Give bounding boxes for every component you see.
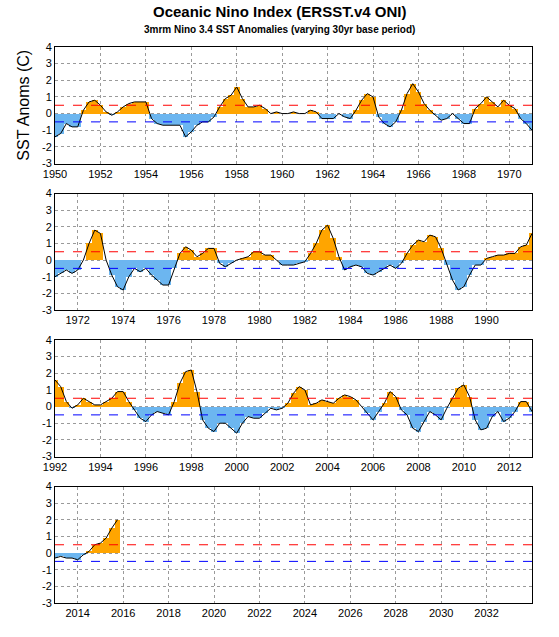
- svg-text:2020: 2020: [202, 607, 226, 619]
- svg-text:0: 0: [46, 107, 52, 119]
- svg-text:2018: 2018: [156, 607, 180, 619]
- svg-text:1998: 1998: [179, 461, 203, 473]
- svg-text:1976: 1976: [156, 314, 180, 326]
- svg-text:1964: 1964: [361, 168, 385, 180]
- svg-text:2024: 2024: [293, 607, 317, 619]
- svg-text:Oceanic Nino Index (ERSST.v4 O: Oceanic Nino Index (ERSST.v4 ONI): [153, 3, 406, 20]
- svg-text:2000: 2000: [224, 461, 248, 473]
- svg-text:-2: -2: [42, 141, 52, 153]
- svg-text:-3: -3: [42, 304, 52, 316]
- svg-text:2002: 2002: [270, 461, 294, 473]
- svg-text:2: 2: [46, 514, 52, 526]
- svg-text:3: 3: [46, 204, 52, 216]
- svg-text:4: 4: [46, 187, 52, 199]
- svg-text:3: 3: [46, 57, 52, 69]
- svg-text:1978: 1978: [202, 314, 226, 326]
- svg-text:-2: -2: [42, 287, 52, 299]
- svg-text:4: 4: [46, 41, 52, 53]
- svg-text:3: 3: [46, 497, 52, 509]
- svg-text:2004: 2004: [315, 461, 339, 473]
- svg-text:-2: -2: [42, 434, 52, 446]
- svg-text:-1: -1: [42, 271, 52, 283]
- svg-text:2: 2: [46, 367, 52, 379]
- svg-text:1986: 1986: [383, 314, 407, 326]
- svg-text:1982: 1982: [293, 314, 317, 326]
- svg-text:-3: -3: [42, 450, 52, 462]
- svg-text:2022: 2022: [247, 607, 271, 619]
- svg-text:0: 0: [46, 254, 52, 266]
- svg-text:0: 0: [46, 547, 52, 559]
- svg-text:3: 3: [46, 350, 52, 362]
- svg-text:2014: 2014: [65, 607, 89, 619]
- svg-text:-1: -1: [42, 417, 52, 429]
- svg-text:1994: 1994: [88, 461, 112, 473]
- svg-text:2032: 2032: [474, 607, 498, 619]
- svg-text:1968: 1968: [452, 168, 476, 180]
- svg-text:1960: 1960: [270, 168, 294, 180]
- svg-text:-3: -3: [42, 157, 52, 169]
- svg-text:-2: -2: [42, 580, 52, 592]
- svg-text:3mrm Nino 3.4 SST Anomalies (v: 3mrm Nino 3.4 SST Anomalies (varying 30y…: [144, 24, 415, 35]
- svg-text:1990: 1990: [474, 314, 498, 326]
- svg-text:0: 0: [46, 400, 52, 412]
- svg-text:1: 1: [46, 237, 52, 249]
- svg-text:1992: 1992: [43, 461, 67, 473]
- svg-text:1: 1: [46, 91, 52, 103]
- svg-text:1980: 1980: [247, 314, 271, 326]
- svg-text:2008: 2008: [406, 461, 430, 473]
- svg-text:1958: 1958: [224, 168, 248, 180]
- svg-text:2026: 2026: [338, 607, 362, 619]
- svg-text:2012: 2012: [497, 461, 521, 473]
- svg-text:2030: 2030: [429, 607, 453, 619]
- svg-text:1996: 1996: [134, 461, 158, 473]
- svg-text:2: 2: [46, 74, 52, 86]
- svg-text:2028: 2028: [383, 607, 407, 619]
- svg-text:1984: 1984: [338, 314, 362, 326]
- svg-text:-1: -1: [42, 564, 52, 576]
- svg-text:2006: 2006: [361, 461, 385, 473]
- svg-text:2010: 2010: [452, 461, 476, 473]
- svg-text:2: 2: [46, 221, 52, 233]
- svg-text:2016: 2016: [111, 607, 135, 619]
- svg-text:1962: 1962: [315, 168, 339, 180]
- svg-text:1956: 1956: [179, 168, 203, 180]
- svg-text:1952: 1952: [88, 168, 112, 180]
- svg-text:1970: 1970: [497, 168, 521, 180]
- svg-text:1966: 1966: [406, 168, 430, 180]
- svg-text:-1: -1: [42, 124, 52, 136]
- svg-text:1: 1: [46, 384, 52, 396]
- svg-text:1954: 1954: [134, 168, 158, 180]
- svg-text:1: 1: [46, 530, 52, 542]
- svg-text:4: 4: [46, 334, 52, 346]
- svg-text:SST Anoms (C): SST Anoms (C): [15, 50, 32, 161]
- svg-text:1974: 1974: [111, 314, 135, 326]
- svg-text:1988: 1988: [429, 314, 453, 326]
- svg-text:-3: -3: [42, 597, 52, 609]
- svg-text:4: 4: [46, 480, 52, 492]
- svg-text:1972: 1972: [65, 314, 89, 326]
- svg-text:1950: 1950: [43, 168, 67, 180]
